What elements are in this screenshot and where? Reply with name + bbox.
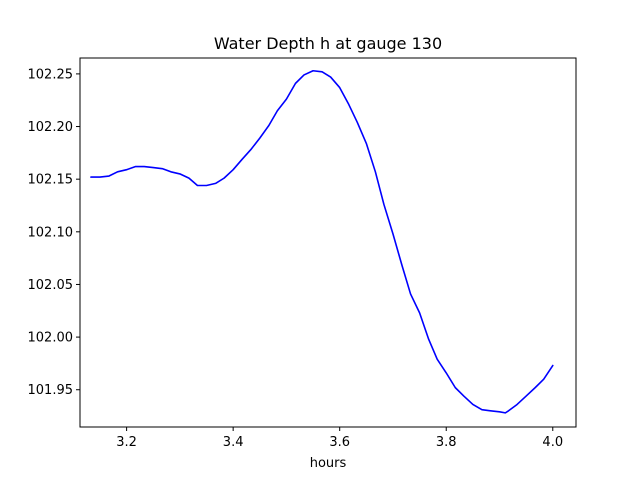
axes-frame — [79, 57, 577, 428]
x-tick-label: 3.8 — [436, 435, 457, 450]
y-tick-label: 102.10 — [28, 225, 74, 240]
x-tick-label: 3.4 — [223, 435, 244, 450]
x-tick-label: 3.2 — [116, 435, 137, 450]
y-axis: 101.95 102.00 102.05 102.10 102.15 102.20 102.… — [28, 67, 80, 398]
x-axis: 3.2 3.4 3.6 3.8 4.0 — [116, 427, 563, 450]
chart-title: Water Depth h at gauge 130 — [214, 34, 442, 53]
y-tick-label: 102.20 — [28, 120, 74, 135]
y-tick-label: 102.15 — [28, 173, 74, 188]
y-tick-label: 102.00 — [28, 331, 74, 346]
x-tick-label: 3.6 — [329, 435, 350, 450]
y-tick-label: 101.95 — [28, 383, 74, 398]
x-tick-label: 4.0 — [542, 435, 563, 450]
x-axis-label: hours — [310, 456, 347, 471]
y-tick-label: 102.25 — [28, 67, 74, 82]
series-line-1 — [90, 69, 554, 414]
plot-area — [90, 69, 554, 414]
y-tick-label: 102.05 — [28, 278, 74, 293]
